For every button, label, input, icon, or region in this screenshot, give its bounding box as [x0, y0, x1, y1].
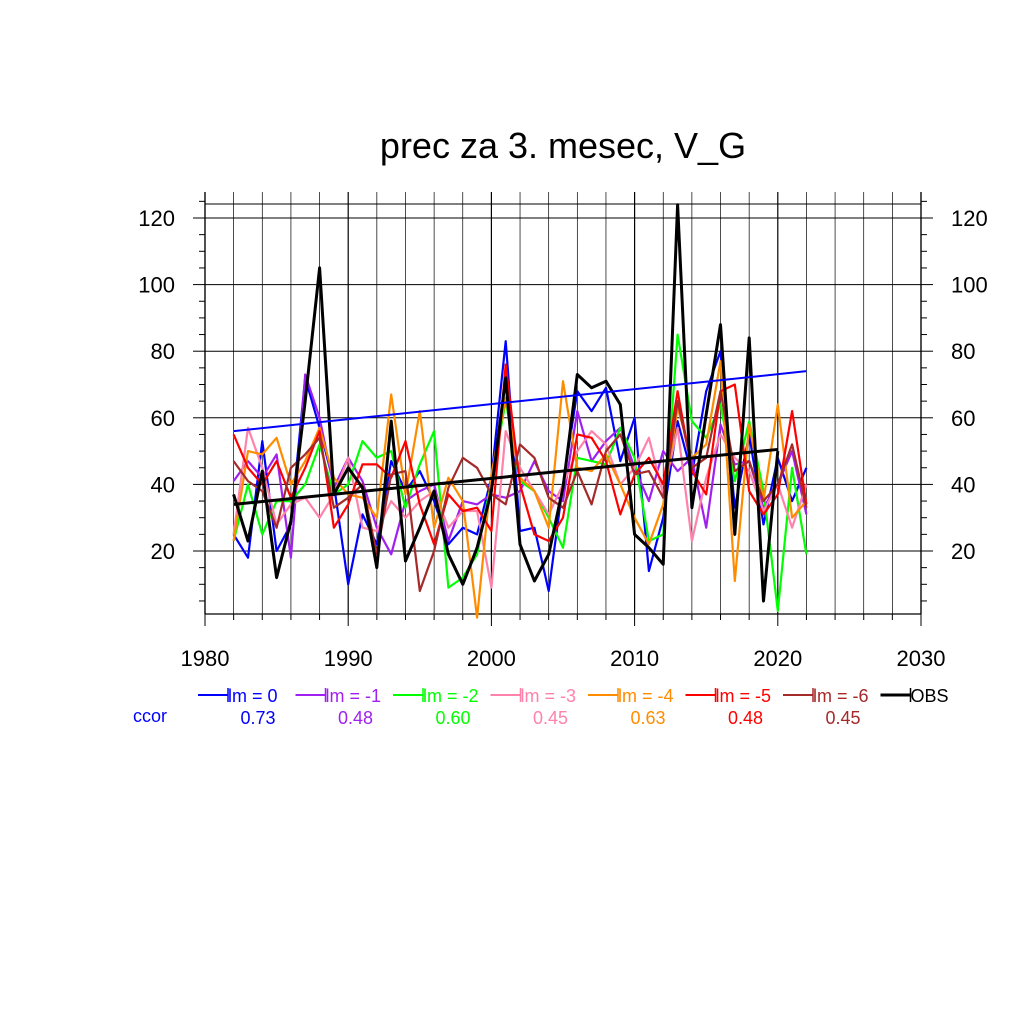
trend-lines — [233, 370, 807, 506]
y-tick-label-right: 40 — [951, 472, 975, 497]
x-tick-label: 1980 — [181, 646, 230, 671]
y-tick-label-left: 40 — [151, 472, 175, 497]
legend-label-4: lm = -4 — [618, 686, 674, 706]
series-lines — [232, 203, 808, 619]
chart-title: prec za 3. mesec, V_G — [380, 125, 746, 166]
x-tick-label: 2010 — [610, 646, 659, 671]
legend-label-7: OBS — [911, 686, 949, 706]
ccor-label: ccor — [133, 706, 167, 726]
x-tick-label: 2020 — [753, 646, 802, 671]
legend-ccor-2: 0.60 — [435, 708, 470, 728]
legend-ccor-6: 0.45 — [825, 708, 860, 728]
legend-label-5: lm = -5 — [716, 686, 772, 706]
series-line-7 — [232, 203, 780, 603]
legend-label-6: lm = -6 — [813, 686, 869, 706]
y-tick-label-left: 60 — [151, 406, 175, 431]
y-tick-label-right: 80 — [951, 339, 975, 364]
legend-label-1: lm = -1 — [326, 686, 382, 706]
legend-label-3: lm = -3 — [521, 686, 577, 706]
series-line-6 — [232, 390, 808, 593]
x-tick-label: 1990 — [324, 646, 373, 671]
legend-label-2: lm = -2 — [423, 686, 479, 706]
y-tick-label-left: 80 — [151, 339, 175, 364]
x-tick-label: 2030 — [897, 646, 946, 671]
y-tick-label-right: 100 — [951, 273, 988, 298]
legend-ccor-3: 0.45 — [533, 708, 568, 728]
legend-ccor-1: 0.48 — [338, 708, 373, 728]
legend-ccor-0: 0.73 — [240, 708, 275, 728]
trend-line-1 — [233, 447, 778, 506]
y-tick-label-left: 120 — [138, 206, 175, 231]
y-tick-label-right: 120 — [951, 206, 988, 231]
legend-label-0: lm = 0 — [228, 686, 278, 706]
y-tick-label-left: 100 — [138, 273, 175, 298]
y-tick-label-right: 60 — [951, 406, 975, 431]
legend-ccor-5: 0.48 — [728, 708, 763, 728]
trend-line-0 — [233, 370, 807, 433]
y-tick-label-right: 20 — [951, 539, 975, 564]
grid — [204, 192, 922, 614]
y-tick-label-left: 20 — [151, 539, 175, 564]
x-tick-label: 2000 — [467, 646, 516, 671]
legend-ccor-4: 0.63 — [630, 708, 665, 728]
